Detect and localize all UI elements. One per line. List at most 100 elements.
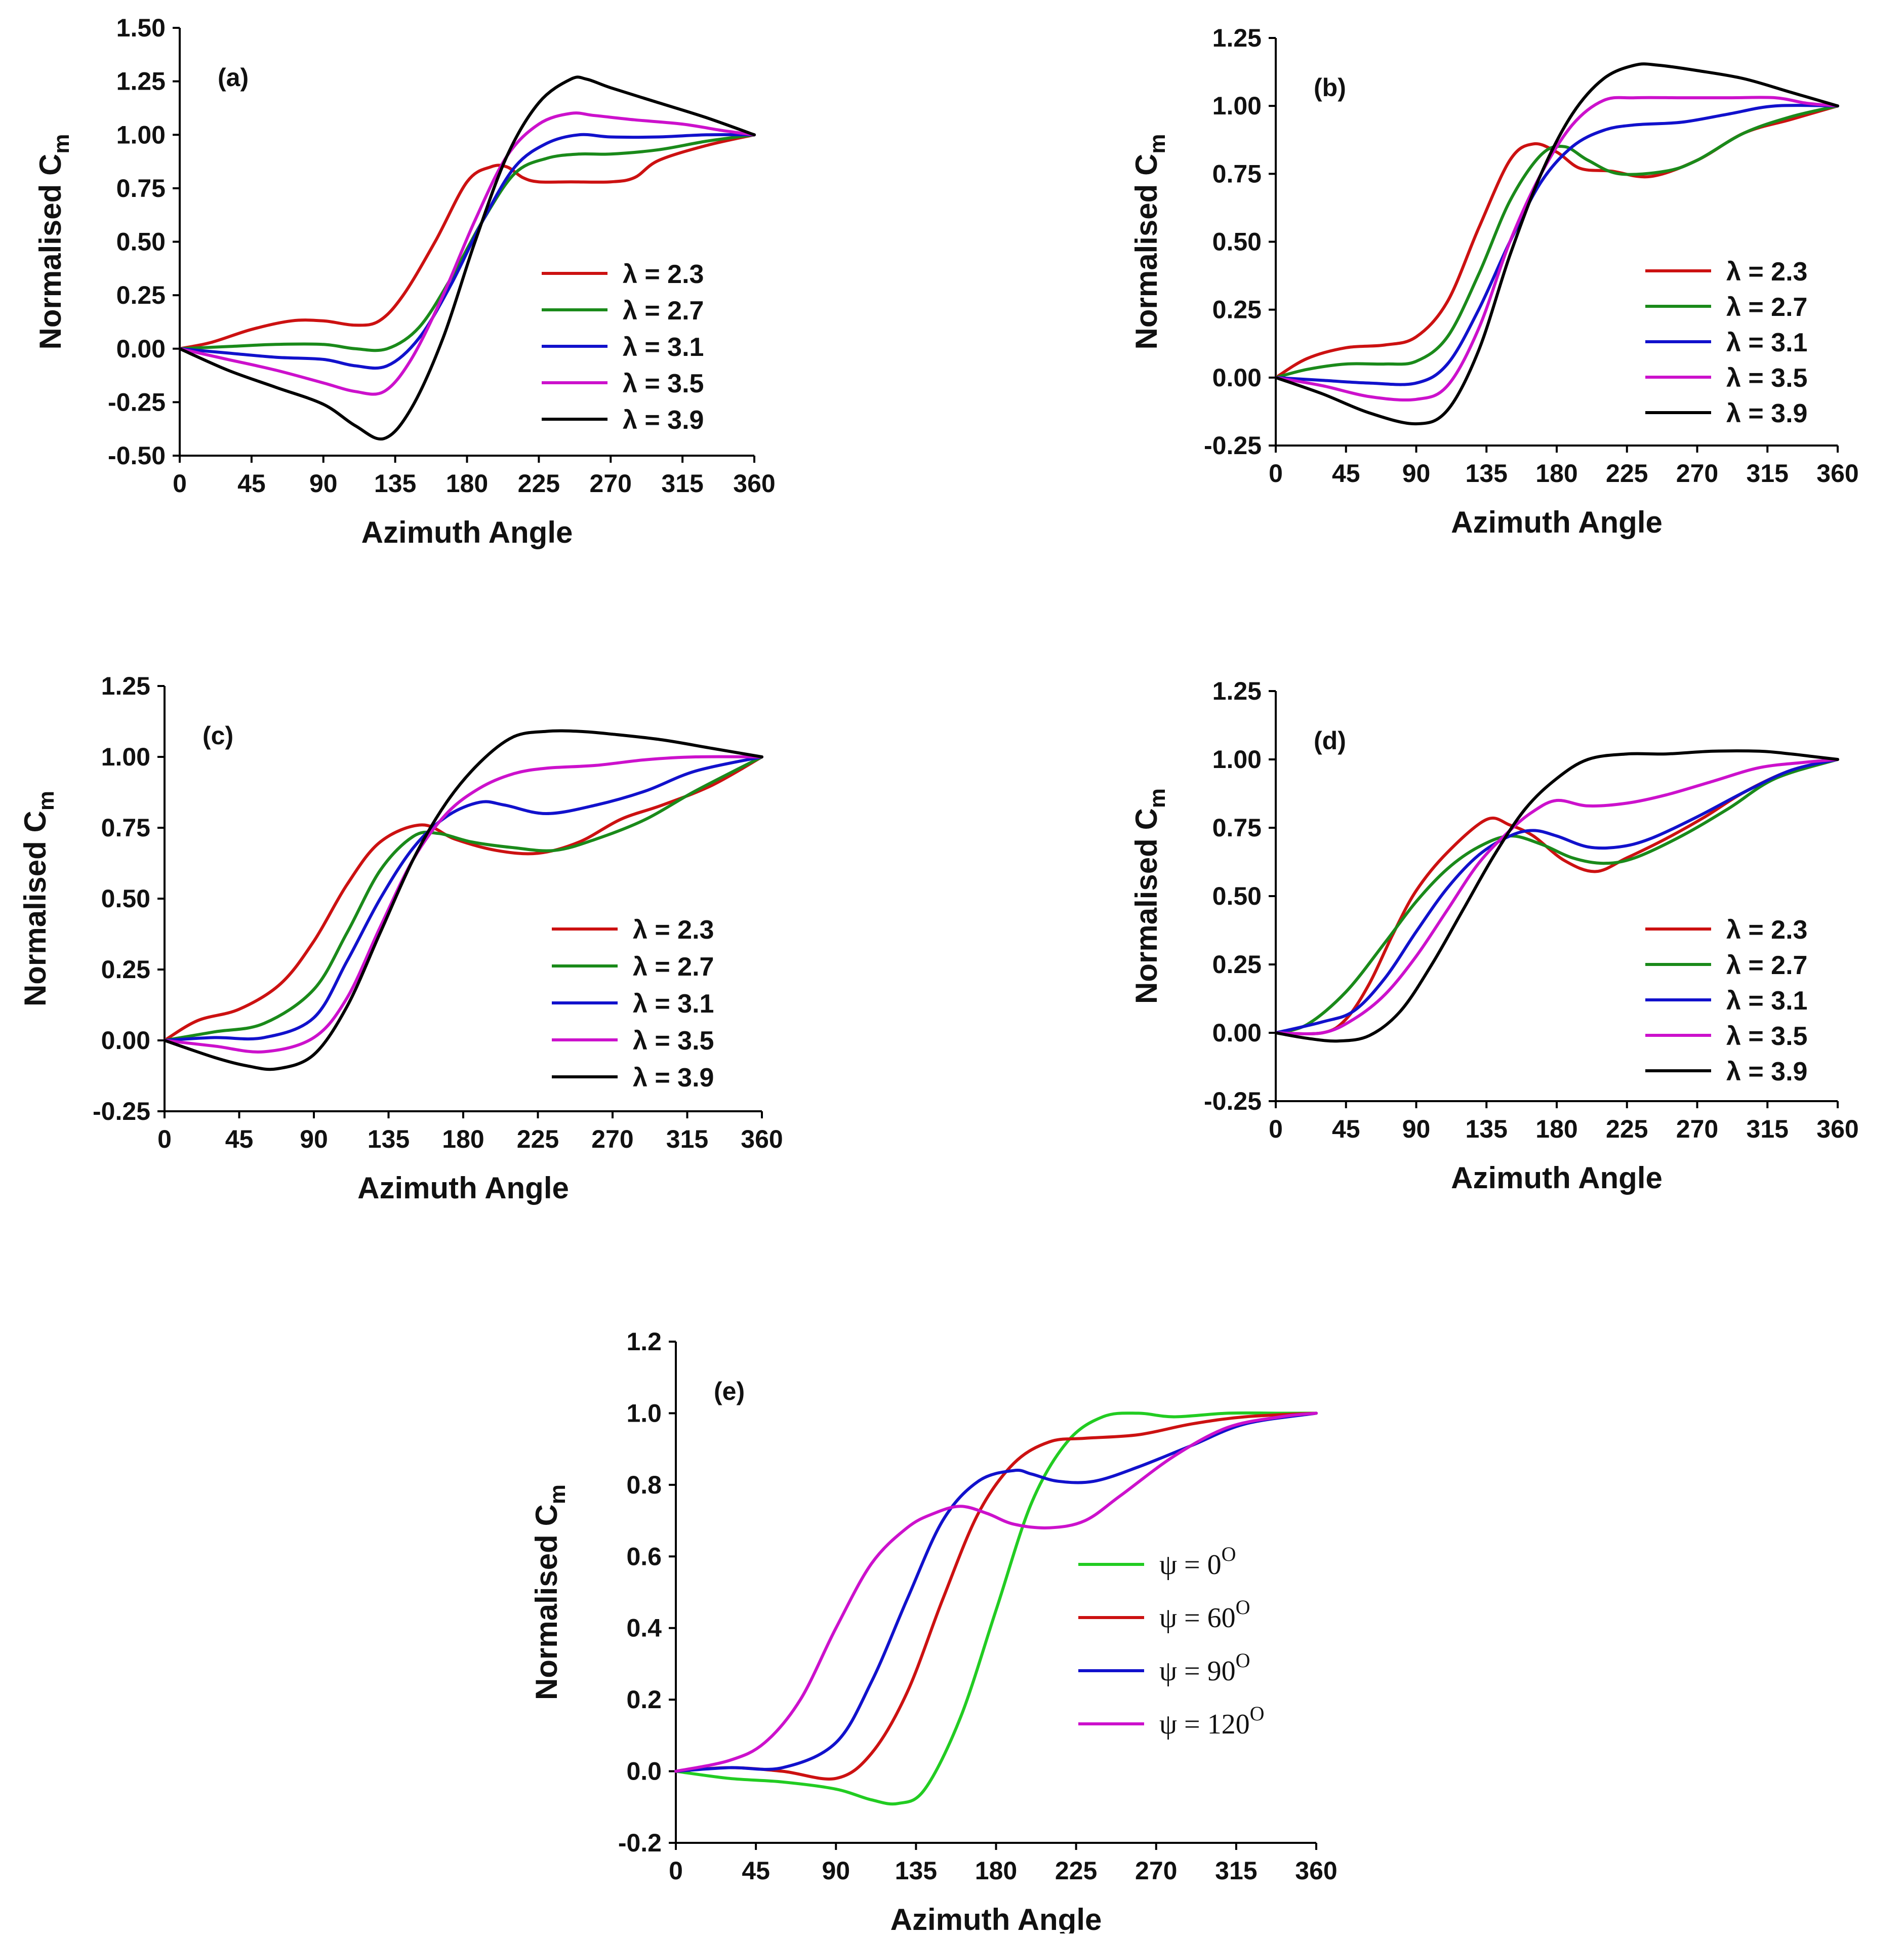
- x-tick-label: 180: [446, 469, 488, 498]
- x-tick-label: 360: [733, 469, 775, 498]
- y-tick-label: -0.25: [108, 388, 166, 416]
- legend-label-text: λ = 3.9: [623, 406, 704, 435]
- x-tick-label: 135: [1466, 459, 1508, 488]
- legend-label: λ = 2.7: [1726, 293, 1807, 322]
- y-tick-label: 0.75: [1212, 814, 1262, 842]
- x-tick-label: 315: [1215, 1857, 1257, 1885]
- x-tick-label: 45: [237, 469, 266, 498]
- x-tick-label: 90: [1402, 459, 1431, 488]
- legend-label: ψ = 60O: [1159, 1596, 1250, 1634]
- chart-c: -0.25 0.00 0.25 0.50 0.75 1.00 1.25 0 45 90 135 180…: [18, 672, 783, 1205]
- y-tick-label: 0.25: [1212, 950, 1262, 979]
- legend-label-text: λ = 3.1: [1726, 328, 1807, 357]
- series-line-4: [163, 755, 763, 1054]
- legend-label: ψ = 120O: [1159, 1702, 1265, 1740]
- legend-label: λ = 3.5: [623, 369, 704, 398]
- chart-panel-b: -0.25 0.00 0.25 0.50 0.75 1.00 1.25 0 45 90 135 180…: [1109, 0, 1904, 580]
- x-tick-label: 360: [1816, 459, 1858, 488]
- legend-label: λ = 3.1: [623, 333, 704, 362]
- series-line-2: [1274, 758, 1839, 1034]
- x-axis-title: Azimuth Angle: [357, 1171, 569, 1205]
- x-tick-label: 45: [225, 1125, 254, 1153]
- y-tick-label: 0.2: [626, 1685, 662, 1714]
- y-tick-label: -0.50: [108, 441, 166, 470]
- y-axis-title: Normalised Cm: [33, 134, 74, 350]
- x-tick-label: 225: [1055, 1857, 1097, 1885]
- y-axis-title-main: Normalised C: [530, 1504, 563, 1700]
- x-tick-label: 45: [1332, 459, 1360, 488]
- legend-label-text: λ = 2.7: [1726, 293, 1807, 322]
- series-line-1: [163, 755, 763, 1042]
- y-axis-title: Normalised Cm: [1129, 788, 1170, 1004]
- y-tick-label: 0.00: [101, 1026, 150, 1055]
- legend-label-text: λ = 2.3: [1726, 257, 1807, 287]
- legend-label: λ = 3.5: [633, 1026, 714, 1056]
- legend-label: λ = 3.9: [623, 406, 704, 435]
- series-line-5: [178, 75, 756, 441]
- y-tick-label: 0.50: [101, 884, 150, 913]
- series-line-2: [674, 1411, 1318, 1781]
- legend-label-text: λ = 3.1: [633, 989, 714, 1019]
- panel-label: (e): [714, 1377, 745, 1405]
- legend-label-text: λ = 2.7: [1726, 951, 1807, 980]
- legend-label: λ = 3.1: [1726, 986, 1807, 1016]
- x-tick-label: 315: [661, 469, 703, 498]
- legend-label: ψ = 90O: [1159, 1649, 1250, 1687]
- legend-label-text: λ = 2.3: [623, 260, 704, 289]
- x-axis-title: Azimuth Angle: [1451, 1161, 1663, 1195]
- axes-c: -0.25 0.00 0.25 0.50 0.75 1.00 1.25 0 45 90 135 180…: [93, 672, 783, 1153]
- y-tick-label: 1.00: [101, 743, 150, 771]
- x-tick-label: 270: [591, 1125, 633, 1153]
- x-tick-label: 180: [1535, 459, 1577, 488]
- x-tick-label: 360: [741, 1125, 783, 1153]
- y-tick-label: 0.75: [101, 814, 150, 842]
- y-tick-label: 0.8: [626, 1471, 662, 1499]
- x-tick-label: 135: [368, 1125, 410, 1153]
- axes-d: -0.25 0.00 0.25 0.50 0.75 1.00 1.25 0 45 90 135 180…: [1204, 677, 1859, 1143]
- series-line-5: [1274, 749, 1839, 1043]
- legend-label: ψ = 0O: [1159, 1543, 1236, 1581]
- series-line-4: [674, 1411, 1318, 1773]
- y-tick-label: -0.25: [1204, 431, 1262, 460]
- legend-label: λ = 3.5: [1726, 364, 1807, 393]
- x-tick-label: 225: [1606, 459, 1648, 488]
- x-tick-label: 45: [1332, 1115, 1360, 1143]
- legend: λ = 2.3 λ = 2.7 λ = 3.1 λ = 3.5 λ = 3.9: [542, 260, 704, 435]
- y-tick-label: 0.75: [116, 174, 166, 203]
- series-line-1: [178, 133, 756, 350]
- series-line-2: [178, 133, 756, 352]
- x-tick-label: 0: [157, 1125, 172, 1153]
- y-tick-label: 0.6: [626, 1542, 662, 1570]
- chart-d: -0.25 0.00 0.25 0.50 0.75 1.00 1.25 0 45 90 135 180…: [1129, 677, 1859, 1195]
- legend-label-superscript: O: [1222, 1543, 1236, 1565]
- axes-e: -0.2 0.0 0.2 0.4 0.6 0.8 1.0 1.2 0 45 90 135 180 225 2…: [618, 1327, 1338, 1885]
- legend-label: λ = 3.1: [1726, 328, 1807, 357]
- y-tick-label: 0.25: [101, 955, 150, 984]
- legend-label-text: ψ = 0: [1159, 1549, 1222, 1581]
- legend-label-text: λ = 3.5: [1726, 364, 1807, 393]
- legend-label-text: λ = 3.5: [633, 1026, 714, 1056]
- x-tick-label: 45: [742, 1857, 770, 1885]
- chart-panel-d: -0.25 0.00 0.25 0.50 0.75 1.00 1.25 0 45 90 135 180…: [1109, 653, 1904, 1243]
- legend-label-text: λ = 3.1: [1726, 986, 1807, 1016]
- x-tick-label: 315: [1747, 1115, 1789, 1143]
- x-tick-label: 270: [1135, 1857, 1177, 1885]
- y-tick-label: 1.25: [1212, 677, 1262, 705]
- y-tick-label: 1.2: [626, 1327, 662, 1356]
- x-tick-label: 0: [669, 1857, 683, 1885]
- legend-label-text: ψ = 90: [1159, 1656, 1236, 1687]
- y-tick-label: 1.00: [116, 120, 166, 149]
- legend-label: λ = 3.9: [633, 1063, 714, 1093]
- y-tick-label: -0.25: [93, 1097, 150, 1125]
- x-tick-label: 0: [173, 469, 187, 498]
- y-tick-label: 0.25: [116, 281, 166, 309]
- y-tick-label: 0.75: [1212, 159, 1262, 188]
- y-tick-label: 0.50: [1212, 228, 1262, 256]
- legend-label: λ = 3.9: [1726, 1057, 1807, 1086]
- y-axis-title-subscript: m: [545, 1484, 570, 1504]
- series-line-4: [178, 111, 756, 396]
- x-tick-label: 90: [300, 1125, 328, 1153]
- x-tick-label: 180: [1535, 1115, 1577, 1143]
- legend-label: λ = 2.3: [623, 260, 704, 289]
- y-tick-label: 0.50: [1212, 882, 1262, 910]
